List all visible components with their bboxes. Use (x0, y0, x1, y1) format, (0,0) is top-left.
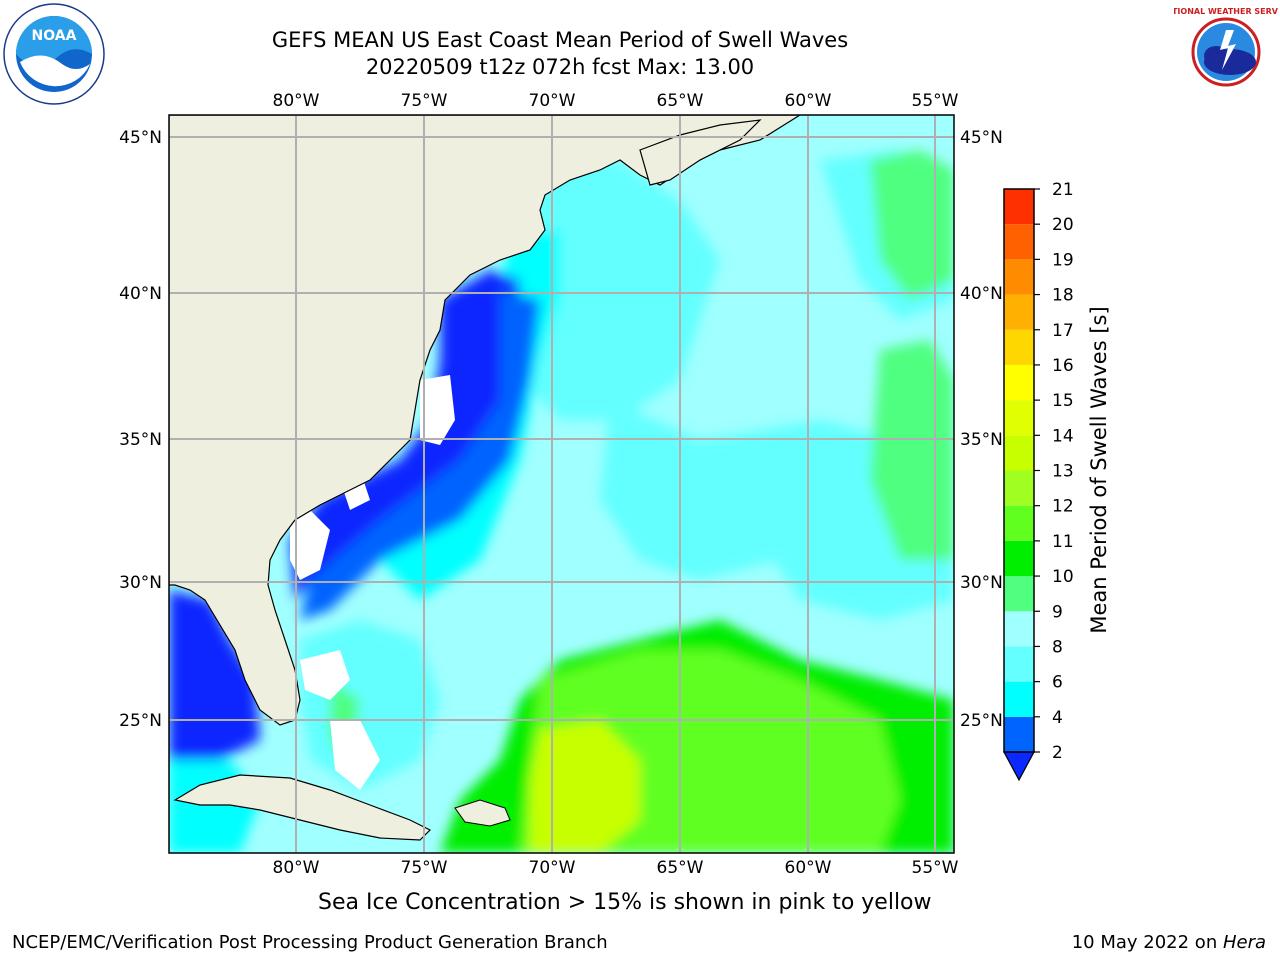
map-frame (168, 114, 955, 854)
graticule (169, 115, 954, 853)
colorbar-tick-label: 15 (1052, 391, 1074, 411)
noaa-logo: NOAA (3, 3, 105, 105)
colorbar-swatch (1004, 329, 1034, 365)
lat-label-right: 30°N (960, 573, 1003, 593)
colorbar-tick-label: 19 (1052, 250, 1074, 270)
lon-label-bottom: 75°W (401, 858, 448, 878)
longitude-labels-bottom: 80°W 75°W 70°W 65°W 60°W 55°W (273, 858, 959, 878)
colorbar-under-arrow (1002, 751, 1036, 782)
lat-label-left: 40°N (119, 284, 162, 304)
colorbar-swatch (1004, 400, 1034, 436)
colorbar-tick-label: 21 (1052, 180, 1074, 200)
colorbar-swatch (1004, 646, 1034, 682)
colorbar-swatch (1004, 189, 1034, 225)
lon-label-top: 70°W (529, 91, 576, 111)
lat-label-right: 40°N (960, 284, 1003, 304)
colorbar-tick-label: 4 (1052, 708, 1063, 728)
colorbar-tick-label: 6 (1052, 673, 1063, 693)
issue-date: 10 May 2022 on Hera (1072, 932, 1266, 953)
colorbar-tick-label: 11 (1052, 532, 1074, 552)
colorbar-tick-label: 17 (1052, 321, 1074, 341)
colorbar-swatch (1004, 470, 1034, 506)
lon-label-top: 60°W (785, 91, 832, 111)
sea-ice-note: Sea Ice Concentration > 15% is shown in … (318, 890, 932, 915)
nws-logo-text: NATIONAL WEATHER SERVICE (1174, 7, 1278, 16)
lon-label-top: 65°W (657, 91, 704, 111)
lat-label-left: 35°N (119, 430, 162, 450)
colorbar-tick-label: 18 (1052, 286, 1074, 306)
colorbar-tick-label: 13 (1052, 462, 1074, 482)
lat-label-right: 25°N (960, 711, 1003, 731)
lon-label-bottom: 65°W (657, 858, 704, 878)
lon-label-bottom: 60°W (785, 858, 832, 878)
lon-label-bottom: 80°W (273, 858, 320, 878)
colorbar-tick-label: 10 (1052, 567, 1074, 587)
colorbar-tick-label: 16 (1052, 356, 1074, 376)
lat-label-left: 25°N (119, 711, 162, 731)
colorbar-tick-label: 2 (1052, 743, 1063, 763)
colorbar-swatch (1004, 294, 1034, 330)
colorbar-swatch (1004, 435, 1034, 471)
colorbar-swatch (1004, 611, 1034, 647)
colorbar-tick-label: 20 (1052, 215, 1074, 235)
lon-label-top: 80°W (273, 91, 320, 111)
colorbar-swatch (1004, 505, 1034, 541)
lon-label-top: 55°W (912, 91, 959, 111)
colorbar-swatch (1004, 576, 1034, 612)
lat-label-right: 45°N (960, 128, 1003, 148)
lon-label-bottom: 70°W (529, 858, 576, 878)
colorbar-tick-label: 14 (1052, 426, 1074, 446)
lon-label-bottom: 55°W (912, 858, 959, 878)
north-america-land (169, 115, 802, 726)
lat-label-left: 30°N (119, 573, 162, 593)
colorbar: 2 4 6 8 9 10 11 12 13 14 15 16 17 18 19 20 21 (1002, 180, 1074, 782)
latitude-labels-right: 45°N 40°N 35°N 30°N 25°N (960, 128, 1003, 731)
colorbar-tick-label: 8 (1052, 637, 1063, 657)
colorbar-tick-label: 12 (1052, 497, 1074, 517)
producer-credit: NCEP/EMC/Verification Post Processing Pr… (12, 932, 608, 953)
hispaniola-land (454, 799, 511, 827)
issue-date-text: 10 May 2022 on (1071, 932, 1223, 953)
lat-label-left: 45°N (119, 128, 162, 148)
colorbar-swatch (1004, 364, 1034, 401)
colorbar-swatch (1004, 716, 1034, 752)
colorbar-swatch (1004, 540, 1034, 577)
forecast-subtitle: 20220509 t12z 072h fcst Max: 13.00 (365, 55, 755, 79)
longitude-labels-top: 80°W 75°W 70°W 65°W 60°W 55°W (273, 91, 959, 111)
lon-label-top: 75°W (401, 91, 448, 111)
lat-label-right: 35°N (960, 430, 1003, 450)
colorbar-swatch (1004, 224, 1034, 260)
wave-period-field (169, 115, 954, 853)
colorbar-swatch (1004, 259, 1034, 295)
colorbar-swatch (1004, 681, 1034, 717)
colorbar-label: Mean Period of Swell Waves [s] (1087, 306, 1111, 633)
noaa-logo-text: NOAA (32, 28, 77, 44)
latitude-labels-left: 45°N 40°N 35°N 30°N 25°N (119, 128, 162, 731)
chart-title: GEFS MEAN US East Coast Mean Period of S… (271, 28, 849, 52)
nws-logo: NATIONAL WEATHER SERVICE (1174, 4, 1278, 100)
host-name: Hera (1222, 932, 1266, 953)
colorbar-tick-label: 9 (1052, 602, 1063, 622)
